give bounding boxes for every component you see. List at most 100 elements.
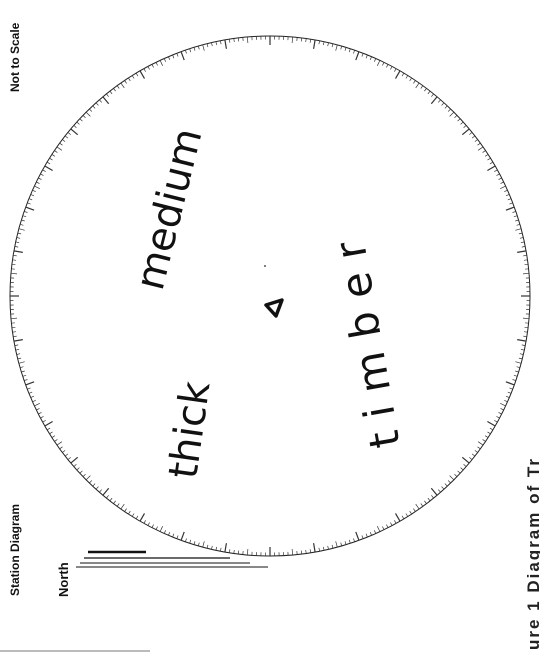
ring-tick: [246, 36, 249, 44]
ring-tick: [54, 150, 58, 153]
ring-tick: [109, 90, 113, 95]
ring-tick: [46, 427, 51, 431]
ring-tick: [21, 219, 25, 222]
ring-tick: [36, 181, 40, 184]
ring-tick: [172, 533, 175, 538]
ring-tick: [522, 317, 530, 320]
ring-tick: [159, 60, 164, 66]
ring-tick: [211, 545, 213, 550]
ring-tick: [206, 544, 209, 549]
ring-tick: [124, 80, 127, 84]
ring-tick: [79, 470, 83, 474]
ring-tick: [438, 99, 441, 103]
ring-tick: [344, 541, 347, 545]
ring-tick: [143, 520, 146, 524]
ring-tick: [500, 408, 504, 411]
ring-tick: [46, 161, 51, 165]
ring-tick: [430, 487, 438, 496]
ring-tick: [189, 539, 192, 544]
ring-tick: [340, 542, 343, 547]
ring-tick: [10, 317, 18, 320]
ring-tick: [49, 157, 53, 161]
ring-tick: [335, 44, 338, 51]
ring-tick: [120, 82, 125, 89]
ring-tick: [386, 524, 389, 528]
ring-tick: [197, 45, 200, 50]
ring-tick: [309, 549, 312, 553]
ring-tick: [327, 545, 329, 550]
ring-tick: [482, 150, 486, 153]
ring-tick: [38, 177, 42, 180]
ring-tick: [484, 435, 489, 438]
ring-tick: [507, 198, 512, 201]
ring-tick: [131, 513, 135, 517]
ring-tick: [519, 237, 524, 239]
ring-tick: [211, 42, 213, 47]
ring-tick: [477, 146, 484, 151]
ring-tick: [401, 515, 405, 520]
ring-tick: [415, 503, 420, 510]
ring-tick: [17, 357, 22, 360]
ring-tick: [305, 549, 307, 554]
ring-tick: [102, 96, 110, 105]
ring-tick: [463, 125, 467, 128]
ring-tick: [313, 39, 316, 49]
ring-tick: [431, 495, 434, 499]
ring-tick: [85, 111, 91, 117]
ring-tick: [70, 456, 79, 464]
ring-tick: [128, 77, 131, 82]
ring-tick: [460, 467, 464, 471]
ring-tick: [427, 497, 431, 502]
north-arrow: [76, 550, 268, 568]
ring-tick: [494, 169, 498, 172]
ring-tick: [30, 194, 35, 197]
ring-tick: [431, 93, 434, 97]
ring-tick: [155, 526, 158, 530]
ring-tick: [517, 250, 527, 253]
ring-tick: [32, 399, 36, 403]
ring-tick: [113, 500, 116, 504]
ring-tick: [116, 503, 120, 507]
ring-tick: [516, 223, 521, 226]
ring-tick: [124, 508, 127, 512]
ring-tick: [409, 510, 412, 515]
ring-tick: [504, 399, 508, 403]
ring-tick: [382, 526, 385, 530]
ring-tick: [469, 457, 473, 460]
station-triangle-icon: [264, 298, 284, 318]
ring-tick: [415, 82, 420, 89]
ring-tick: [461, 456, 470, 464]
ring-tick: [202, 44, 205, 51]
ring-tick: [92, 105, 96, 109]
ring-tick: [143, 68, 146, 72]
ring-tick: [155, 62, 158, 66]
ring-tick: [498, 412, 502, 415]
ring-tick: [113, 88, 116, 92]
ring-tick: [507, 391, 512, 394]
ring-tick: [79, 118, 83, 122]
ring-tick: [348, 539, 351, 544]
ring-tick: [471, 135, 476, 139]
ring-tick: [512, 379, 516, 381]
ring-tick: [131, 75, 135, 79]
ring-tick: [25, 206, 35, 211]
ring-tick: [487, 431, 491, 435]
ring-tick: [444, 105, 448, 109]
ring-tick: [413, 80, 416, 84]
ring-tick: [30, 395, 35, 398]
ring-tick: [85, 475, 91, 481]
ring-tick: [16, 353, 21, 355]
ring-tick: [344, 47, 347, 51]
ring-tick: [313, 543, 316, 553]
ring-tick: [394, 68, 397, 72]
ring-tick: [454, 115, 458, 119]
ring-tick: [291, 548, 294, 556]
ring-tick: [520, 241, 525, 244]
ring-tick: [59, 142, 63, 146]
ring-tick: [394, 513, 401, 522]
ring-tick: [498, 177, 502, 180]
ring-tick: [180, 51, 185, 61]
ring-tick: [19, 223, 24, 226]
ring-tick: [18, 228, 25, 231]
